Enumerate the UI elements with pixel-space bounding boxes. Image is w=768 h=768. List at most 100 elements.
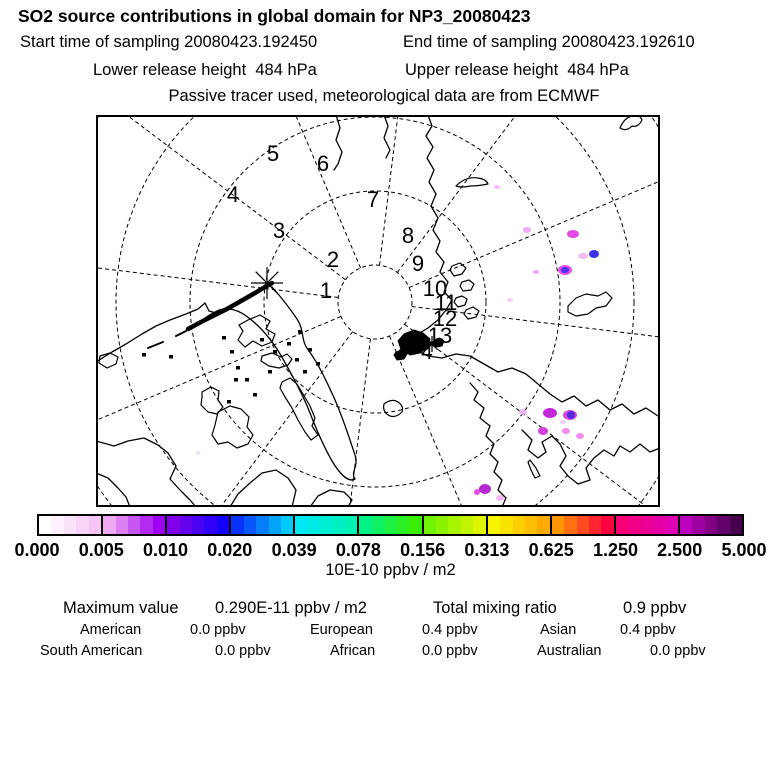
coastline-path	[309, 489, 353, 507]
meridian-line	[96, 267, 339, 298]
region-name-european: European	[310, 622, 373, 638]
coastline-path	[383, 115, 391, 159]
meridian-line	[379, 115, 399, 266]
colorbar-step	[63, 516, 77, 534]
colorbar-tick-label: 0.039	[271, 540, 317, 560]
colorbar-tick-label: 5.000	[721, 540, 767, 560]
colorbar-step	[537, 516, 550, 534]
colorbar-step	[679, 516, 693, 534]
colorbar-step	[512, 516, 525, 534]
colorbar-step	[487, 516, 501, 534]
end-time-text: End time of sampling 20080423.192610	[403, 33, 695, 51]
latitude-circle	[115, 115, 635, 507]
meridian-line	[96, 315, 342, 421]
colorbar-step	[88, 516, 102, 534]
colorbar-segment	[101, 516, 166, 534]
trajectory-label: 9	[412, 251, 424, 276]
colorbar-segment	[421, 516, 486, 534]
colorbar-step	[371, 516, 385, 534]
colorbar-segment	[485, 516, 550, 534]
colorbar-step	[204, 516, 217, 534]
islet	[298, 330, 302, 334]
islet	[142, 353, 146, 357]
colorbar-step	[589, 516, 602, 534]
trajectory-label: 10	[423, 276, 447, 301]
trajectory-cluster-label: 4	[421, 341, 433, 364]
colorbar-step	[628, 516, 641, 534]
colorbar-step	[140, 516, 153, 534]
region-value-american: 0.0 ppbv	[190, 622, 246, 638]
coastline-path	[191, 286, 357, 481]
colorbar-tick-row: 0.000 0.005 0.010 0.020 0.039 0.078 0.156 0.313…	[14, 540, 766, 560]
colorbar-step	[409, 516, 422, 534]
plume-blob	[560, 420, 566, 424]
coastline-path	[211, 405, 254, 449]
meridian-line	[408, 180, 660, 289]
trajectory-label: 7	[367, 187, 379, 212]
coastline-path	[521, 429, 660, 485]
station-marker	[424, 336, 440, 352]
colorbar-segment	[677, 516, 743, 534]
upper-release-height-text: Upper release height 484 hPa	[405, 61, 629, 79]
meridian-line	[295, 115, 362, 269]
colorbar-tick-label: 2.500	[657, 540, 703, 560]
plume-blob	[479, 484, 491, 494]
trajectory-label: 4	[227, 182, 239, 207]
islet	[303, 370, 307, 374]
islet	[253, 393, 257, 397]
islet	[169, 355, 173, 359]
colorbar-step	[448, 516, 461, 534]
colorbar-step	[216, 516, 230, 534]
colorbar-step	[384, 516, 397, 534]
figure-title: SO2 source contributions in global domai…	[18, 6, 531, 26]
map-frame	[96, 115, 660, 507]
colorbar-segment	[613, 516, 678, 534]
islet	[230, 350, 234, 354]
colorbar-step	[640, 516, 654, 534]
meridian-line	[388, 335, 463, 507]
coastline-path	[527, 459, 541, 479]
plume-blob	[576, 433, 584, 439]
colorbar-step	[268, 516, 281, 534]
colorbar-step	[551, 516, 565, 534]
colorbar-step	[473, 516, 486, 534]
colorbar-tick-label: 0.000	[14, 540, 60, 560]
plume-blob	[538, 427, 548, 435]
colorbar	[37, 514, 744, 536]
plume-blob	[507, 298, 513, 302]
colorbar-tick-label: 0.005	[78, 540, 124, 560]
start-time-text: Start time of sampling 20080423.192450	[20, 33, 318, 51]
trajectory-label: 11	[435, 290, 458, 315]
plume-blob	[562, 428, 570, 434]
plume-blob	[474, 489, 480, 495]
plume-blob	[196, 451, 200, 455]
colorbar-segment	[293, 516, 358, 534]
latitude-circle	[96, 115, 660, 507]
coastline-path	[185, 280, 275, 332]
colorbar-step	[524, 516, 538, 534]
plume-blob	[578, 253, 588, 259]
meridian-line	[126, 115, 346, 281]
trajectory-label: 3	[273, 218, 285, 243]
colorbar-step	[717, 516, 730, 534]
colorbar-step	[396, 516, 410, 534]
trajectory-label: 13	[428, 323, 452, 348]
colorbar-step	[704, 516, 718, 534]
station-marker	[251, 267, 283, 299]
coastline-path	[333, 115, 343, 171]
coastline-path	[237, 314, 276, 348]
colorbar-segment	[39, 516, 102, 534]
coastline-path	[200, 386, 224, 415]
region-value-african: 0.0 ppbv	[422, 643, 478, 659]
colorbar-step	[295, 516, 308, 534]
coastline-path	[96, 302, 217, 363]
colorbar-step	[576, 516, 590, 534]
islet	[234, 378, 238, 382]
colorbar-step	[39, 516, 52, 534]
colorbar-units-label: 10E-10 ppbv / m2	[325, 561, 456, 579]
colorbar-step	[692, 516, 705, 534]
max-value-label: Maximum value	[63, 599, 179, 617]
coastline-path	[383, 399, 404, 418]
